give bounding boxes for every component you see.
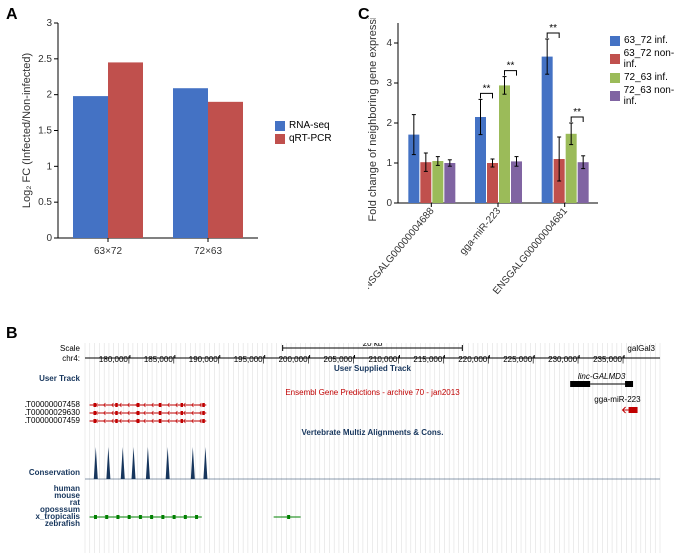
legend-a: RNA-seq qRT-PCR	[275, 120, 332, 146]
svg-text:**: **	[507, 61, 515, 72]
svg-text:215,000|: 215,000|	[413, 355, 444, 364]
legend-c-0: 63_72 inf.	[610, 35, 685, 46]
svg-text:1: 1	[46, 161, 52, 172]
chart-a: 0 0.5 1 1.5 2 2.5 3 Log₂ FC (Infected/Non-infec…	[20, 18, 270, 283]
svg-text:230,000|: 230,000|	[548, 355, 579, 364]
svg-text:2: 2	[386, 118, 392, 129]
svg-text:1.5: 1.5	[38, 126, 52, 137]
legend-c-2: 72_63 inf.	[610, 72, 685, 83]
svg-text:180,000|: 180,000|	[99, 355, 130, 364]
svg-text:User Supplied Track: User Supplied Track	[334, 364, 411, 373]
svg-text:225,000|: 225,000|	[503, 355, 534, 364]
svg-text:2: 2	[46, 90, 52, 101]
svg-text:0.5: 0.5	[38, 197, 52, 208]
svg-text:4: 4	[386, 38, 392, 49]
svg-text:0: 0	[386, 198, 392, 209]
svg-text:galGal3: galGal3	[627, 344, 655, 353]
svg-text:gga-miR-223: gga-miR-223	[458, 206, 504, 258]
svg-text:3: 3	[46, 18, 52, 29]
svg-text:63×72: 63×72	[94, 246, 123, 257]
svg-text:linc-GALMD3: linc-GALMD3	[578, 372, 626, 381]
svg-text:190,000|: 190,000|	[189, 355, 220, 364]
track-b: Scale 20 kb galGal3 chr4: 180,000| 185,000| 19…	[25, 343, 665, 553]
svg-text:Fold change of neighboring gen: Fold change of neighboring gene expressi…	[368, 18, 379, 222]
svg-text:**: **	[483, 83, 491, 94]
panel-a-label: A	[6, 6, 18, 24]
svg-text:0: 0	[46, 233, 52, 244]
svg-text:210,000|: 210,000|	[368, 355, 399, 364]
legend-c-1: 63_72 non-inf.	[610, 48, 685, 70]
legend-a-qrtpcr: qRT-PCR	[275, 133, 332, 144]
svg-text:User Track: User Track	[39, 374, 80, 383]
legend-a-rnaseq-swatch	[275, 121, 285, 131]
svg-text:Vertebrate Multiz Alignments &: Vertebrate Multiz Alignments & Cons.	[302, 428, 444, 437]
svg-text:72×63: 72×63	[194, 246, 223, 257]
svg-text:220,000|: 220,000|	[458, 355, 489, 364]
legend-c: 63_72 inf. 63_72 non-inf. 72_63 inf. 72_…	[610, 35, 685, 109]
svg-text:3: 3	[386, 78, 392, 89]
legend-a-qrtpcr-label: qRT-PCR	[289, 133, 332, 144]
svg-text:chr4:: chr4:	[62, 354, 80, 363]
svg-text:NSGALT00000007459: NSGALT00000007459	[25, 416, 81, 425]
panel-b-label: B	[6, 325, 18, 343]
svg-text:gga-miR-223: gga-miR-223	[594, 395, 641, 404]
svg-text:195,000|: 195,000|	[234, 355, 265, 364]
svg-text:205,000|: 205,000|	[324, 355, 355, 364]
legend-a-rnaseq-label: RNA-seq	[289, 120, 330, 131]
svg-text:**: **	[573, 107, 581, 118]
legend-c-3: 72_63 non-inf.	[610, 85, 685, 107]
svg-text:zebrafish: zebrafish	[45, 519, 80, 528]
svg-text:Ensembl Gene Predictions - arc: Ensembl Gene Predictions - archive 70 - …	[285, 388, 460, 397]
chart-c: 0 1 2 3 4 Fold change of neighboring gene exp…	[368, 18, 608, 308]
svg-text:1: 1	[386, 158, 392, 169]
svg-text:185,000|: 185,000|	[144, 355, 175, 364]
svg-text:Log₂ FC (Infected/Non-infected: Log₂ FC (Infected/Non-infected)	[21, 53, 33, 208]
svg-text:2.5: 2.5	[38, 54, 52, 65]
svg-text:235,000|: 235,000|	[593, 355, 624, 364]
svg-text:**: **	[549, 23, 557, 34]
svg-text:Scale: Scale	[60, 344, 81, 353]
legend-a-qrtpcr-swatch	[275, 134, 285, 144]
svg-text:20 kb: 20 kb	[363, 343, 383, 348]
svg-text:200,000|: 200,000|	[279, 355, 310, 364]
svg-text:Conservation: Conservation	[29, 468, 80, 477]
legend-a-rnaseq: RNA-seq	[275, 120, 332, 131]
svg-text:ENSGALG00000004681: ENSGALG00000004681	[491, 206, 570, 297]
